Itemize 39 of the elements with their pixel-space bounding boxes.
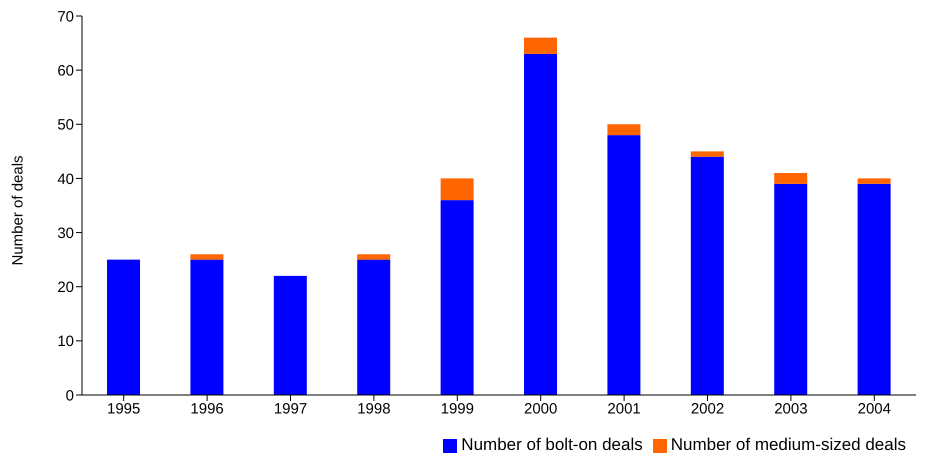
y-tick-label: 10 xyxy=(57,333,74,350)
bar xyxy=(274,276,307,395)
x-tick-label: 1998 xyxy=(357,400,391,418)
bar xyxy=(440,178,474,200)
bar xyxy=(607,124,640,136)
y-tick-label: 70 xyxy=(57,8,74,26)
bar xyxy=(190,254,224,260)
bar xyxy=(524,38,558,54)
bar xyxy=(190,260,224,395)
x-tick-label: 2000 xyxy=(524,400,558,418)
bar xyxy=(524,54,558,395)
x-tick-label: 1997 xyxy=(274,400,308,418)
y-tick-label: 50 xyxy=(57,116,74,134)
legend-label: Number of bolt-on deals xyxy=(461,435,643,454)
bar xyxy=(774,184,808,395)
bar xyxy=(107,260,140,395)
y-axis-title: Number of deals xyxy=(9,155,26,266)
bar xyxy=(690,151,724,157)
bar xyxy=(357,254,390,260)
legend-label: Number of medium-sized deals xyxy=(670,435,906,454)
x-tick-label: 2002 xyxy=(690,400,724,418)
y-tick-label: 0 xyxy=(66,387,74,404)
bar xyxy=(440,200,474,395)
x-tick-label: 1995 xyxy=(107,400,140,418)
x-tick-label: 1999 xyxy=(440,400,474,418)
y-tick-label: 30 xyxy=(57,224,74,242)
x-tick-label: 2001 xyxy=(607,400,641,418)
y-tick-label: 60 xyxy=(57,62,74,80)
y-tick-label: 20 xyxy=(57,279,74,296)
x-tick-label: 2004 xyxy=(858,400,891,418)
bar xyxy=(607,135,640,395)
y-tick-label: 40 xyxy=(57,170,74,188)
x-tick-label: 2003 xyxy=(774,400,808,418)
bar xyxy=(357,260,390,395)
bar xyxy=(690,156,724,395)
bar xyxy=(858,178,891,184)
bar xyxy=(858,184,891,395)
bar xyxy=(774,173,808,184)
x-tick-label: 1996 xyxy=(190,400,224,418)
